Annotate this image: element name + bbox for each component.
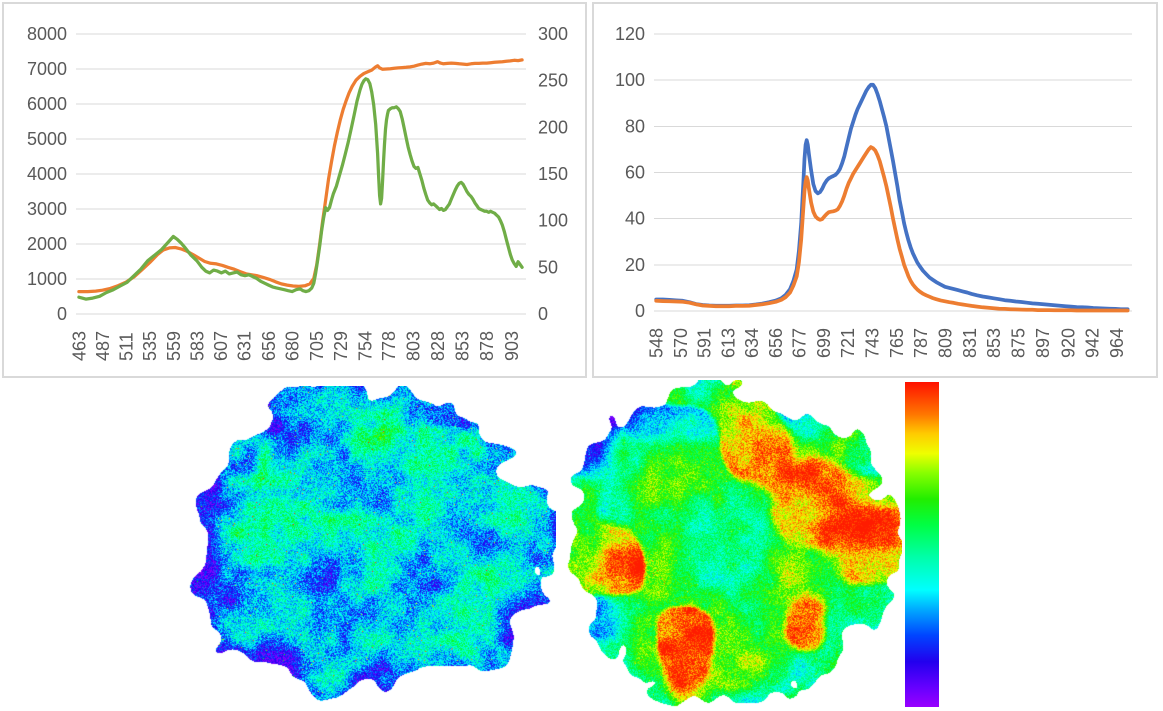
svg-text:729: 729	[331, 331, 351, 361]
svg-text:656: 656	[259, 331, 279, 361]
dual-axis-line-chart: 0 1000 2000 3000 4000 5000 6000 7000 8000 0 50 100 1…	[27, 24, 568, 361]
svg-text:875: 875	[1009, 328, 1029, 358]
svg-text:631: 631	[235, 331, 255, 361]
svg-text:511: 511	[117, 332, 137, 361]
svg-text:463: 463	[69, 331, 89, 361]
svg-text:754: 754	[355, 331, 375, 361]
svg-text:3000: 3000	[27, 199, 67, 219]
svg-text:487: 487	[93, 331, 113, 361]
svg-text:942: 942	[1083, 328, 1103, 358]
svg-text:699: 699	[814, 328, 834, 358]
svg-text:1000: 1000	[27, 269, 67, 289]
svg-text:0: 0	[538, 304, 548, 324]
svg-text:803: 803	[404, 331, 424, 361]
svg-text:2000: 2000	[27, 234, 67, 254]
svg-text:897: 897	[1033, 328, 1053, 358]
svg-text:50: 50	[538, 257, 558, 277]
svg-text:656: 656	[766, 328, 786, 358]
svg-text:100: 100	[615, 70, 645, 90]
svg-text:20: 20	[625, 255, 645, 275]
svg-text:4000: 4000	[27, 164, 67, 184]
svg-text:853: 853	[453, 331, 473, 361]
svg-text:583: 583	[187, 331, 207, 361]
svg-text:607: 607	[211, 331, 231, 361]
svg-text:920: 920	[1058, 328, 1078, 358]
svg-text:548: 548	[647, 328, 667, 358]
svg-text:964: 964	[1107, 328, 1127, 358]
svg-text:809: 809	[936, 328, 956, 358]
svg-text:853: 853	[984, 328, 1004, 358]
svg-text:40: 40	[625, 209, 645, 229]
svg-text:634: 634	[742, 328, 762, 358]
svg-text:60: 60	[625, 163, 645, 183]
svg-text:120: 120	[615, 24, 645, 44]
svg-text:778: 778	[379, 331, 399, 361]
svg-text:7000: 7000	[27, 59, 67, 79]
svg-text:200: 200	[538, 117, 568, 137]
svg-text:0: 0	[57, 304, 67, 324]
svg-text:570: 570	[671, 328, 691, 358]
tissue-intensity-map-high	[558, 380, 902, 711]
tissue-intensity-map-low	[184, 386, 556, 708]
chart-panel-single-axis: 0 20 40 60 80 100 120 548 570 591 613 634 656 677 699 7…	[592, 2, 1158, 378]
svg-text:250: 250	[538, 71, 568, 91]
svg-text:765: 765	[887, 328, 907, 358]
svg-text:150: 150	[538, 164, 568, 184]
svg-text:80: 80	[625, 116, 645, 136]
svg-text:677: 677	[789, 328, 809, 358]
svg-text:721: 721	[838, 328, 858, 358]
svg-text:743: 743	[863, 328, 883, 358]
svg-text:787: 787	[911, 328, 931, 358]
colorbar-legend	[905, 382, 939, 707]
svg-text:100: 100	[538, 211, 568, 231]
svg-text:878: 878	[477, 331, 497, 361]
svg-text:705: 705	[307, 331, 327, 361]
svg-text:559: 559	[164, 331, 184, 361]
svg-text:828: 828	[428, 331, 448, 361]
svg-text:903: 903	[502, 331, 522, 361]
svg-text:613: 613	[719, 328, 739, 358]
svg-text:831: 831	[960, 328, 980, 358]
svg-text:0: 0	[635, 301, 645, 321]
svg-text:535: 535	[140, 331, 160, 361]
svg-text:8000: 8000	[27, 24, 67, 44]
chart-panel-dual-axis: 0 1000 2000 3000 4000 5000 6000 7000 8000 0 50 100 1…	[2, 2, 587, 378]
svg-text:6000: 6000	[27, 94, 67, 114]
svg-text:5000: 5000	[27, 129, 67, 149]
svg-text:680: 680	[283, 331, 303, 361]
svg-text:591: 591	[694, 328, 714, 358]
svg-text:300: 300	[538, 24, 568, 44]
